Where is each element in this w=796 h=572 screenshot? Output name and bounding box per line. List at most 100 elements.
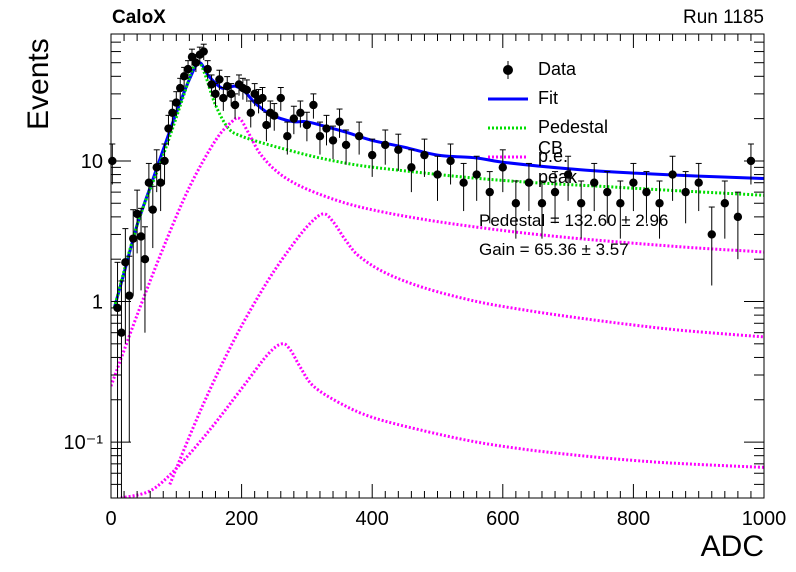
legend-label-pedestal-cb: Pedestal CB bbox=[538, 117, 609, 158]
data-point bbox=[129, 209, 138, 296]
experiment-label: CaloX bbox=[112, 7, 166, 28]
data-point bbox=[117, 280, 126, 498]
data-point bbox=[590, 162, 599, 212]
data-marker bbox=[590, 178, 599, 187]
data-marker bbox=[550, 187, 560, 197]
data-marker bbox=[211, 89, 220, 99]
data-marker bbox=[283, 131, 292, 141]
data-point bbox=[168, 100, 177, 128]
data-point bbox=[322, 114, 331, 146]
data-marker bbox=[191, 58, 201, 67]
x-tick-label: 600 bbox=[486, 508, 519, 530]
data-point bbox=[215, 69, 224, 91]
data-marker bbox=[681, 187, 690, 197]
data-point bbox=[283, 121, 292, 155]
data-point bbox=[720, 180, 730, 239]
data-marker bbox=[152, 163, 161, 172]
y-tick-label: 1 bbox=[92, 292, 103, 314]
pedestal-cb-curve bbox=[112, 60, 764, 309]
data-point bbox=[164, 114, 173, 146]
data-point bbox=[335, 108, 344, 138]
data-point bbox=[315, 121, 325, 155]
x-tick-label: 1000 bbox=[742, 508, 787, 530]
data-marker bbox=[707, 230, 716, 239]
data-marker bbox=[328, 136, 338, 145]
data-marker bbox=[459, 178, 468, 187]
data-marker bbox=[368, 150, 377, 160]
data-point bbox=[550, 171, 560, 224]
data-marker bbox=[381, 140, 390, 150]
data-point bbox=[328, 125, 338, 160]
data-points bbox=[108, 43, 756, 498]
data-point bbox=[381, 129, 390, 165]
data-marker bbox=[322, 124, 331, 133]
data-marker bbox=[563, 170, 573, 179]
data-point bbox=[289, 105, 299, 135]
data-marker bbox=[164, 124, 173, 133]
data-point bbox=[668, 155, 677, 201]
data-point bbox=[616, 180, 625, 239]
data-marker bbox=[176, 83, 185, 93]
data-marker bbox=[603, 187, 612, 197]
data-point bbox=[211, 83, 220, 107]
data-point bbox=[148, 185, 157, 249]
data-point bbox=[446, 143, 455, 185]
data-point bbox=[655, 180, 664, 239]
legend-label-pe-peak: p.e. peak bbox=[538, 146, 578, 187]
x-tick-label: 0 bbox=[105, 508, 116, 530]
data-marker bbox=[270, 111, 279, 120]
axes-layer: 0 200 400 600 800 1000 10⁻¹ 1 10 bbox=[64, 33, 787, 530]
gain-result: Gain = 65.36 ± 3.57 bbox=[479, 240, 629, 259]
data-marker bbox=[223, 82, 232, 91]
data-marker bbox=[276, 93, 285, 103]
legend-key-pe-peak bbox=[488, 155, 528, 159]
data-marker bbox=[315, 131, 325, 141]
data-marker bbox=[226, 89, 236, 99]
x-tick-label: 800 bbox=[617, 508, 650, 530]
data-point bbox=[183, 60, 193, 79]
data-point bbox=[537, 180, 547, 239]
data-marker bbox=[215, 75, 224, 84]
data-marker bbox=[203, 64, 212, 74]
legend-key-data bbox=[503, 61, 513, 79]
data-marker bbox=[168, 108, 177, 118]
data-point bbox=[354, 121, 364, 155]
data-point bbox=[219, 87, 228, 111]
data-marker bbox=[144, 178, 154, 187]
data-point bbox=[368, 138, 377, 177]
legend-key-pedestal-cb bbox=[488, 126, 528, 130]
data-marker bbox=[246, 108, 255, 118]
data-point bbox=[733, 191, 743, 260]
data-point bbox=[121, 228, 130, 344]
data-marker bbox=[230, 100, 240, 110]
data-point bbox=[603, 171, 612, 224]
pe-peak-curve-1 bbox=[111, 116, 764, 387]
data-point bbox=[113, 261, 122, 498]
data-marker bbox=[341, 140, 351, 150]
data-point bbox=[258, 87, 267, 111]
data-point bbox=[511, 180, 521, 239]
data-point bbox=[296, 100, 305, 128]
data-point bbox=[394, 133, 403, 171]
data-marker bbox=[472, 170, 481, 179]
x-tick-label: 200 bbox=[225, 508, 258, 530]
data-point bbox=[242, 79, 252, 102]
data-point bbox=[694, 162, 703, 212]
data-point bbox=[108, 143, 117, 185]
data-point bbox=[341, 129, 351, 165]
run-label: Run 1185 bbox=[683, 7, 764, 28]
data-point bbox=[140, 226, 150, 333]
legend-label-data: Data bbox=[538, 59, 577, 79]
data-marker bbox=[394, 145, 403, 155]
data-point bbox=[407, 149, 416, 193]
data-marker bbox=[156, 178, 165, 187]
data-marker bbox=[668, 170, 677, 179]
data-marker bbox=[537, 199, 547, 208]
data-point bbox=[136, 207, 146, 291]
data-point bbox=[302, 111, 312, 142]
pe-peak-curve-3 bbox=[120, 342, 764, 498]
series-layer bbox=[108, 43, 764, 498]
x-axis-title: ADC bbox=[700, 530, 764, 563]
data-point bbox=[309, 93, 318, 119]
